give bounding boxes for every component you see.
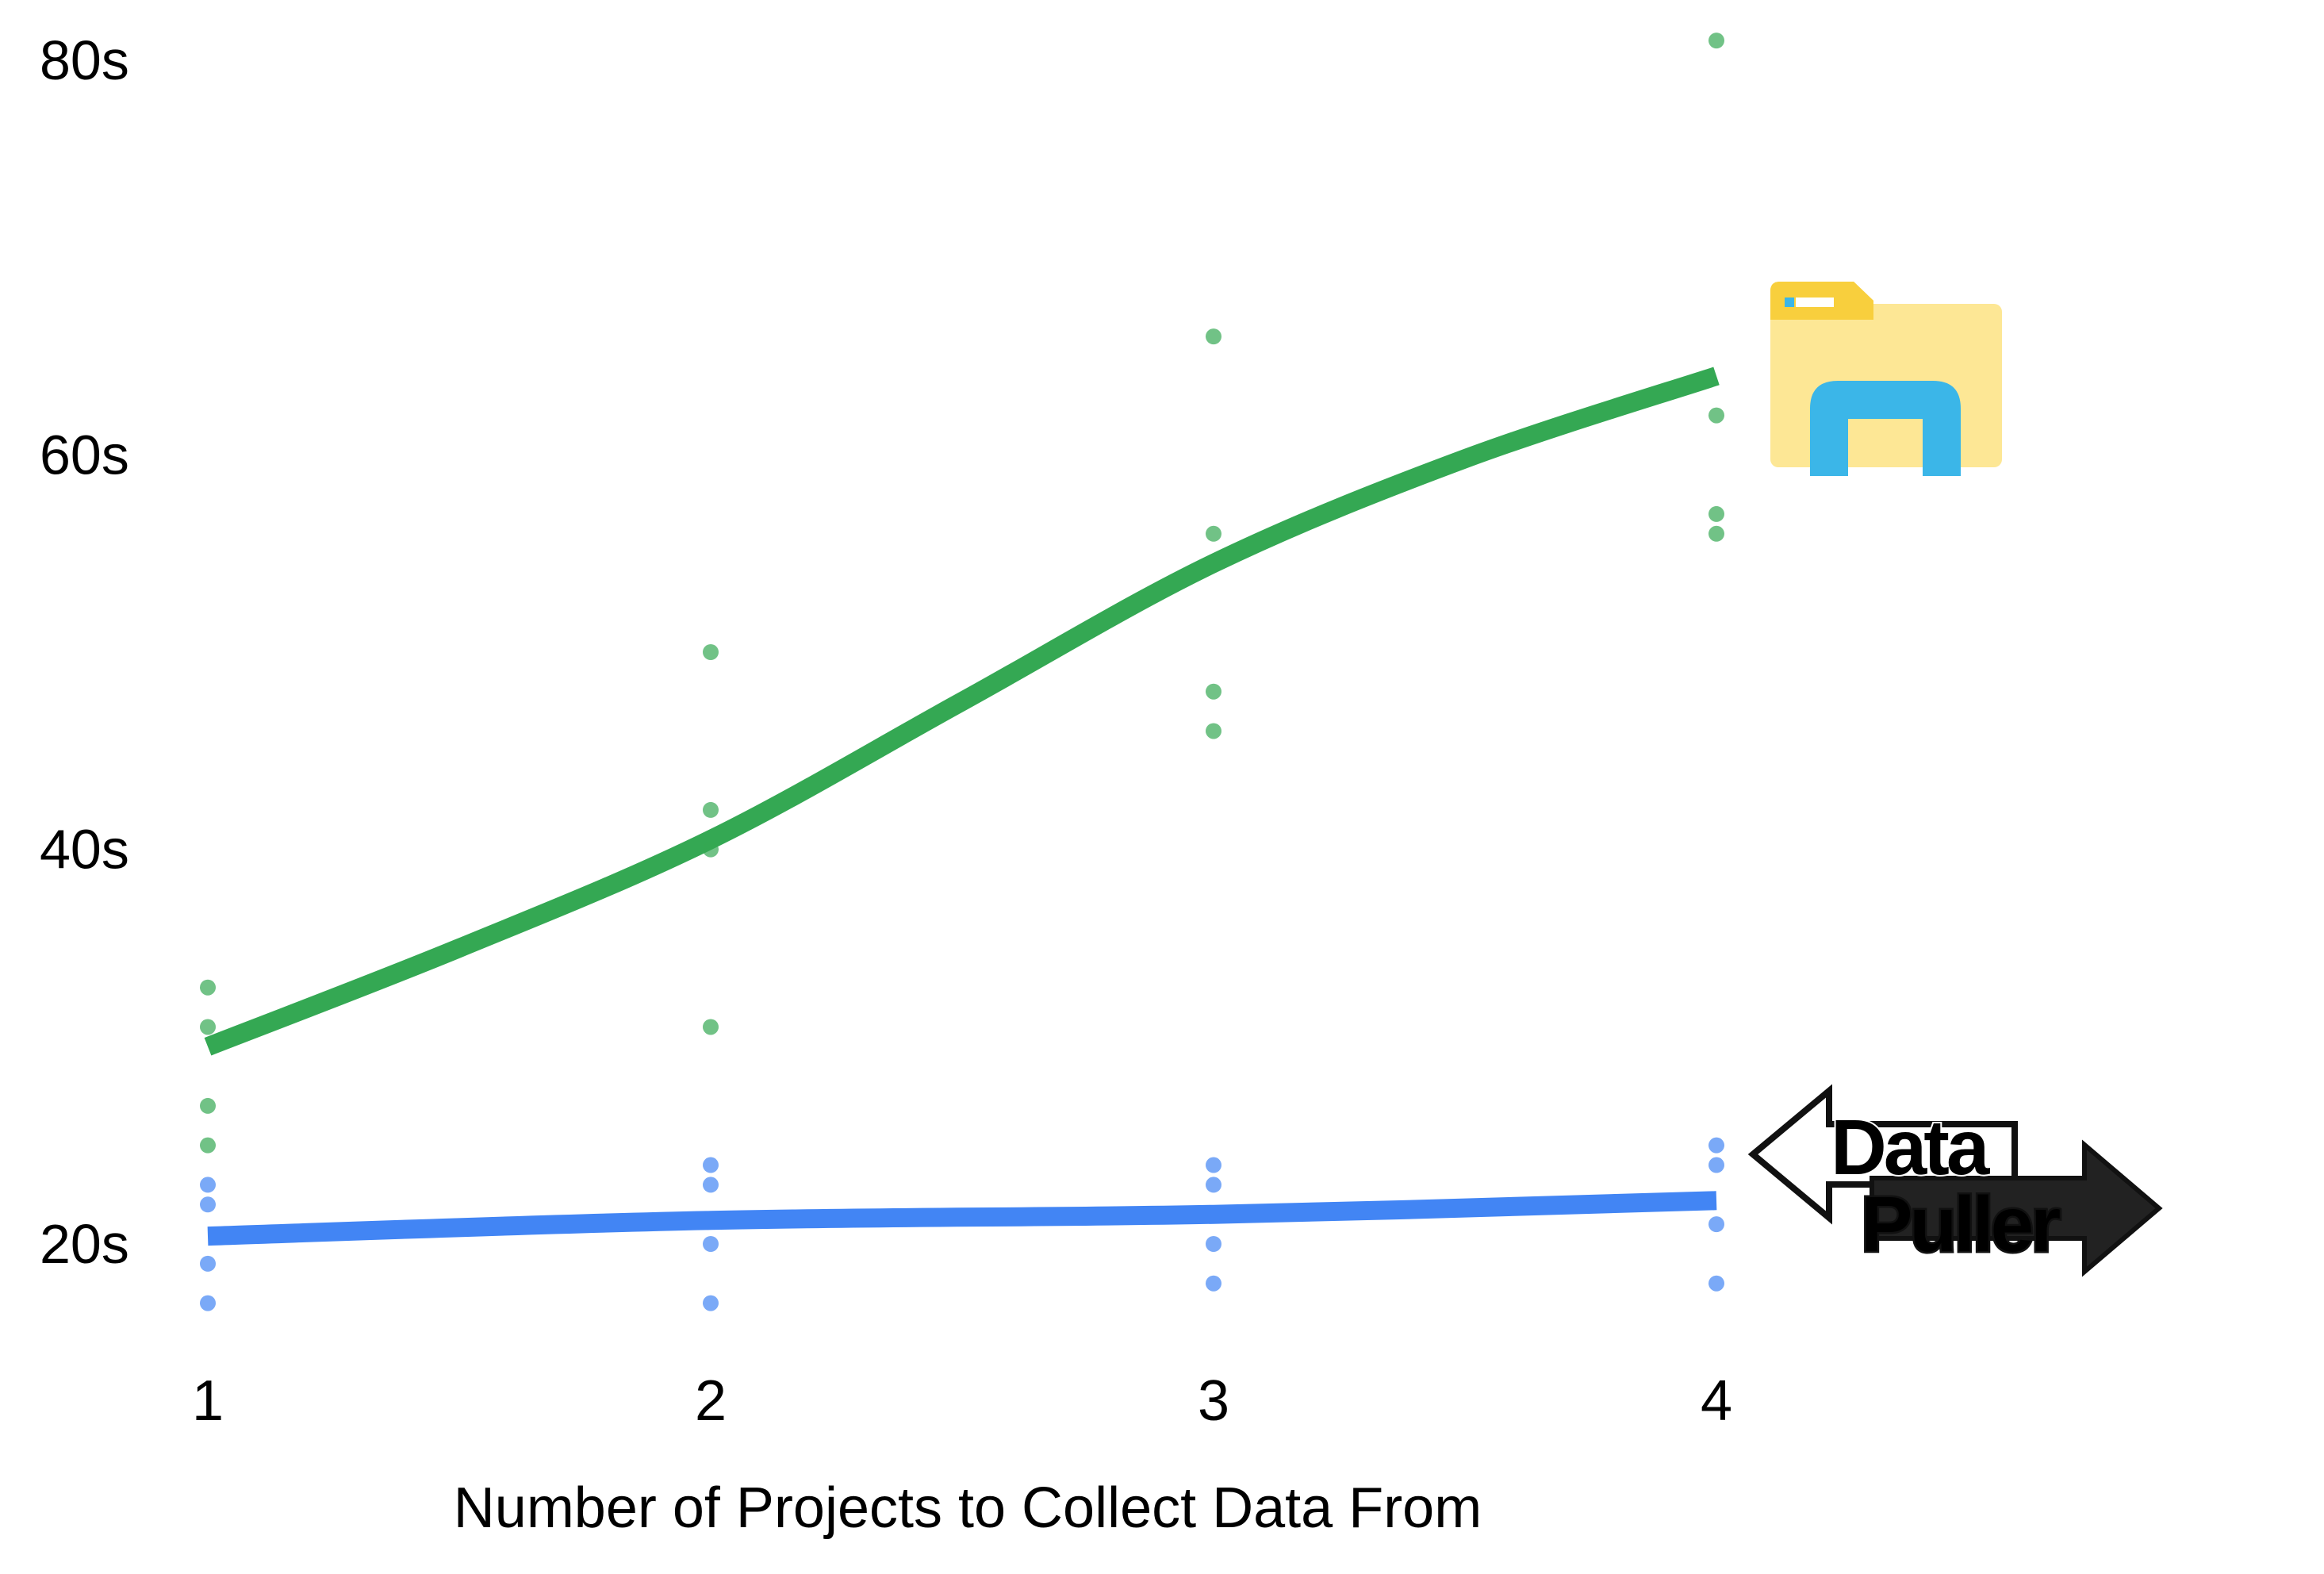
- data-point-series-2: [1206, 1275, 1221, 1292]
- data-point-series-1: [703, 841, 719, 858]
- data-point-series-2: [200, 1255, 216, 1272]
- data-point-series-1: [200, 1097, 216, 1114]
- data-puller-logo-text-1: Data: [1831, 1104, 1991, 1191]
- data-point-series-1: [200, 1137, 216, 1154]
- data-point-series-2: [1206, 1177, 1221, 1193]
- data-point-series-1: [703, 801, 719, 818]
- data-point-series-1: [1206, 723, 1221, 739]
- y-tick-label: 20s: [40, 1213, 129, 1275]
- data-point-series-1: [1206, 328, 1221, 345]
- y-tick-label: 60s: [40, 424, 129, 486]
- data-point-series-2: [200, 1295, 216, 1311]
- data-point-series-2: [200, 1196, 216, 1213]
- data-point-series-2: [703, 1177, 719, 1193]
- data-point-series-1: [1206, 683, 1221, 700]
- data-point-series-2: [1708, 1157, 1724, 1173]
- data-point-series-2: [1206, 1236, 1221, 1252]
- trend-line-series-2: [207, 1191, 1717, 1246]
- data-point-series-1: [200, 1019, 216, 1035]
- x-axis-ticks: 1 2 3 4: [192, 1369, 1732, 1433]
- data-puller-logo: Data Puller: [1747, 1084, 2163, 1277]
- trend-lines: [204, 367, 1720, 1246]
- data-point-series-2: [703, 1236, 719, 1252]
- x-tick-label: 2: [695, 1369, 727, 1433]
- x-tick-label: 1: [192, 1369, 224, 1433]
- trend-line-series-1: [204, 367, 1720, 1056]
- data-point-series-1: [1708, 407, 1724, 424]
- y-tick-label: 40s: [40, 819, 129, 881]
- data-point-series-1: [1708, 33, 1724, 49]
- data-point-series-2: [200, 1177, 216, 1193]
- data-point-series-1: [703, 644, 719, 660]
- x-tick-label: 4: [1701, 1369, 1732, 1433]
- data-point-series-2: [703, 1157, 719, 1173]
- data-point-series-1: [1708, 505, 1724, 522]
- data-point-series-2: [1708, 1137, 1724, 1154]
- data-point-series-1: [1206, 525, 1221, 542]
- data-point-series-2: [1206, 1157, 1221, 1173]
- data-point-series-1: [1708, 525, 1724, 542]
- file-explorer-folder-icon: [1770, 282, 2002, 476]
- data-point-series-2: [703, 1295, 719, 1311]
- y-axis-ticks: 20s 40s 60s 80s: [40, 29, 129, 1275]
- x-axis-title: Number of Projects to Collect Data From: [454, 1476, 1482, 1540]
- data-point-series-2: [1708, 1275, 1724, 1292]
- x-tick-label: 3: [1198, 1369, 1229, 1433]
- data-point-series-1: [703, 1019, 719, 1035]
- data-point-series-1: [200, 979, 216, 996]
- data-point-series-2: [1708, 1216, 1724, 1233]
- data-points: [200, 33, 1724, 1311]
- y-tick-label: 80s: [40, 29, 129, 91]
- data-puller-logo-text-2: Puller: [1861, 1180, 2060, 1268]
